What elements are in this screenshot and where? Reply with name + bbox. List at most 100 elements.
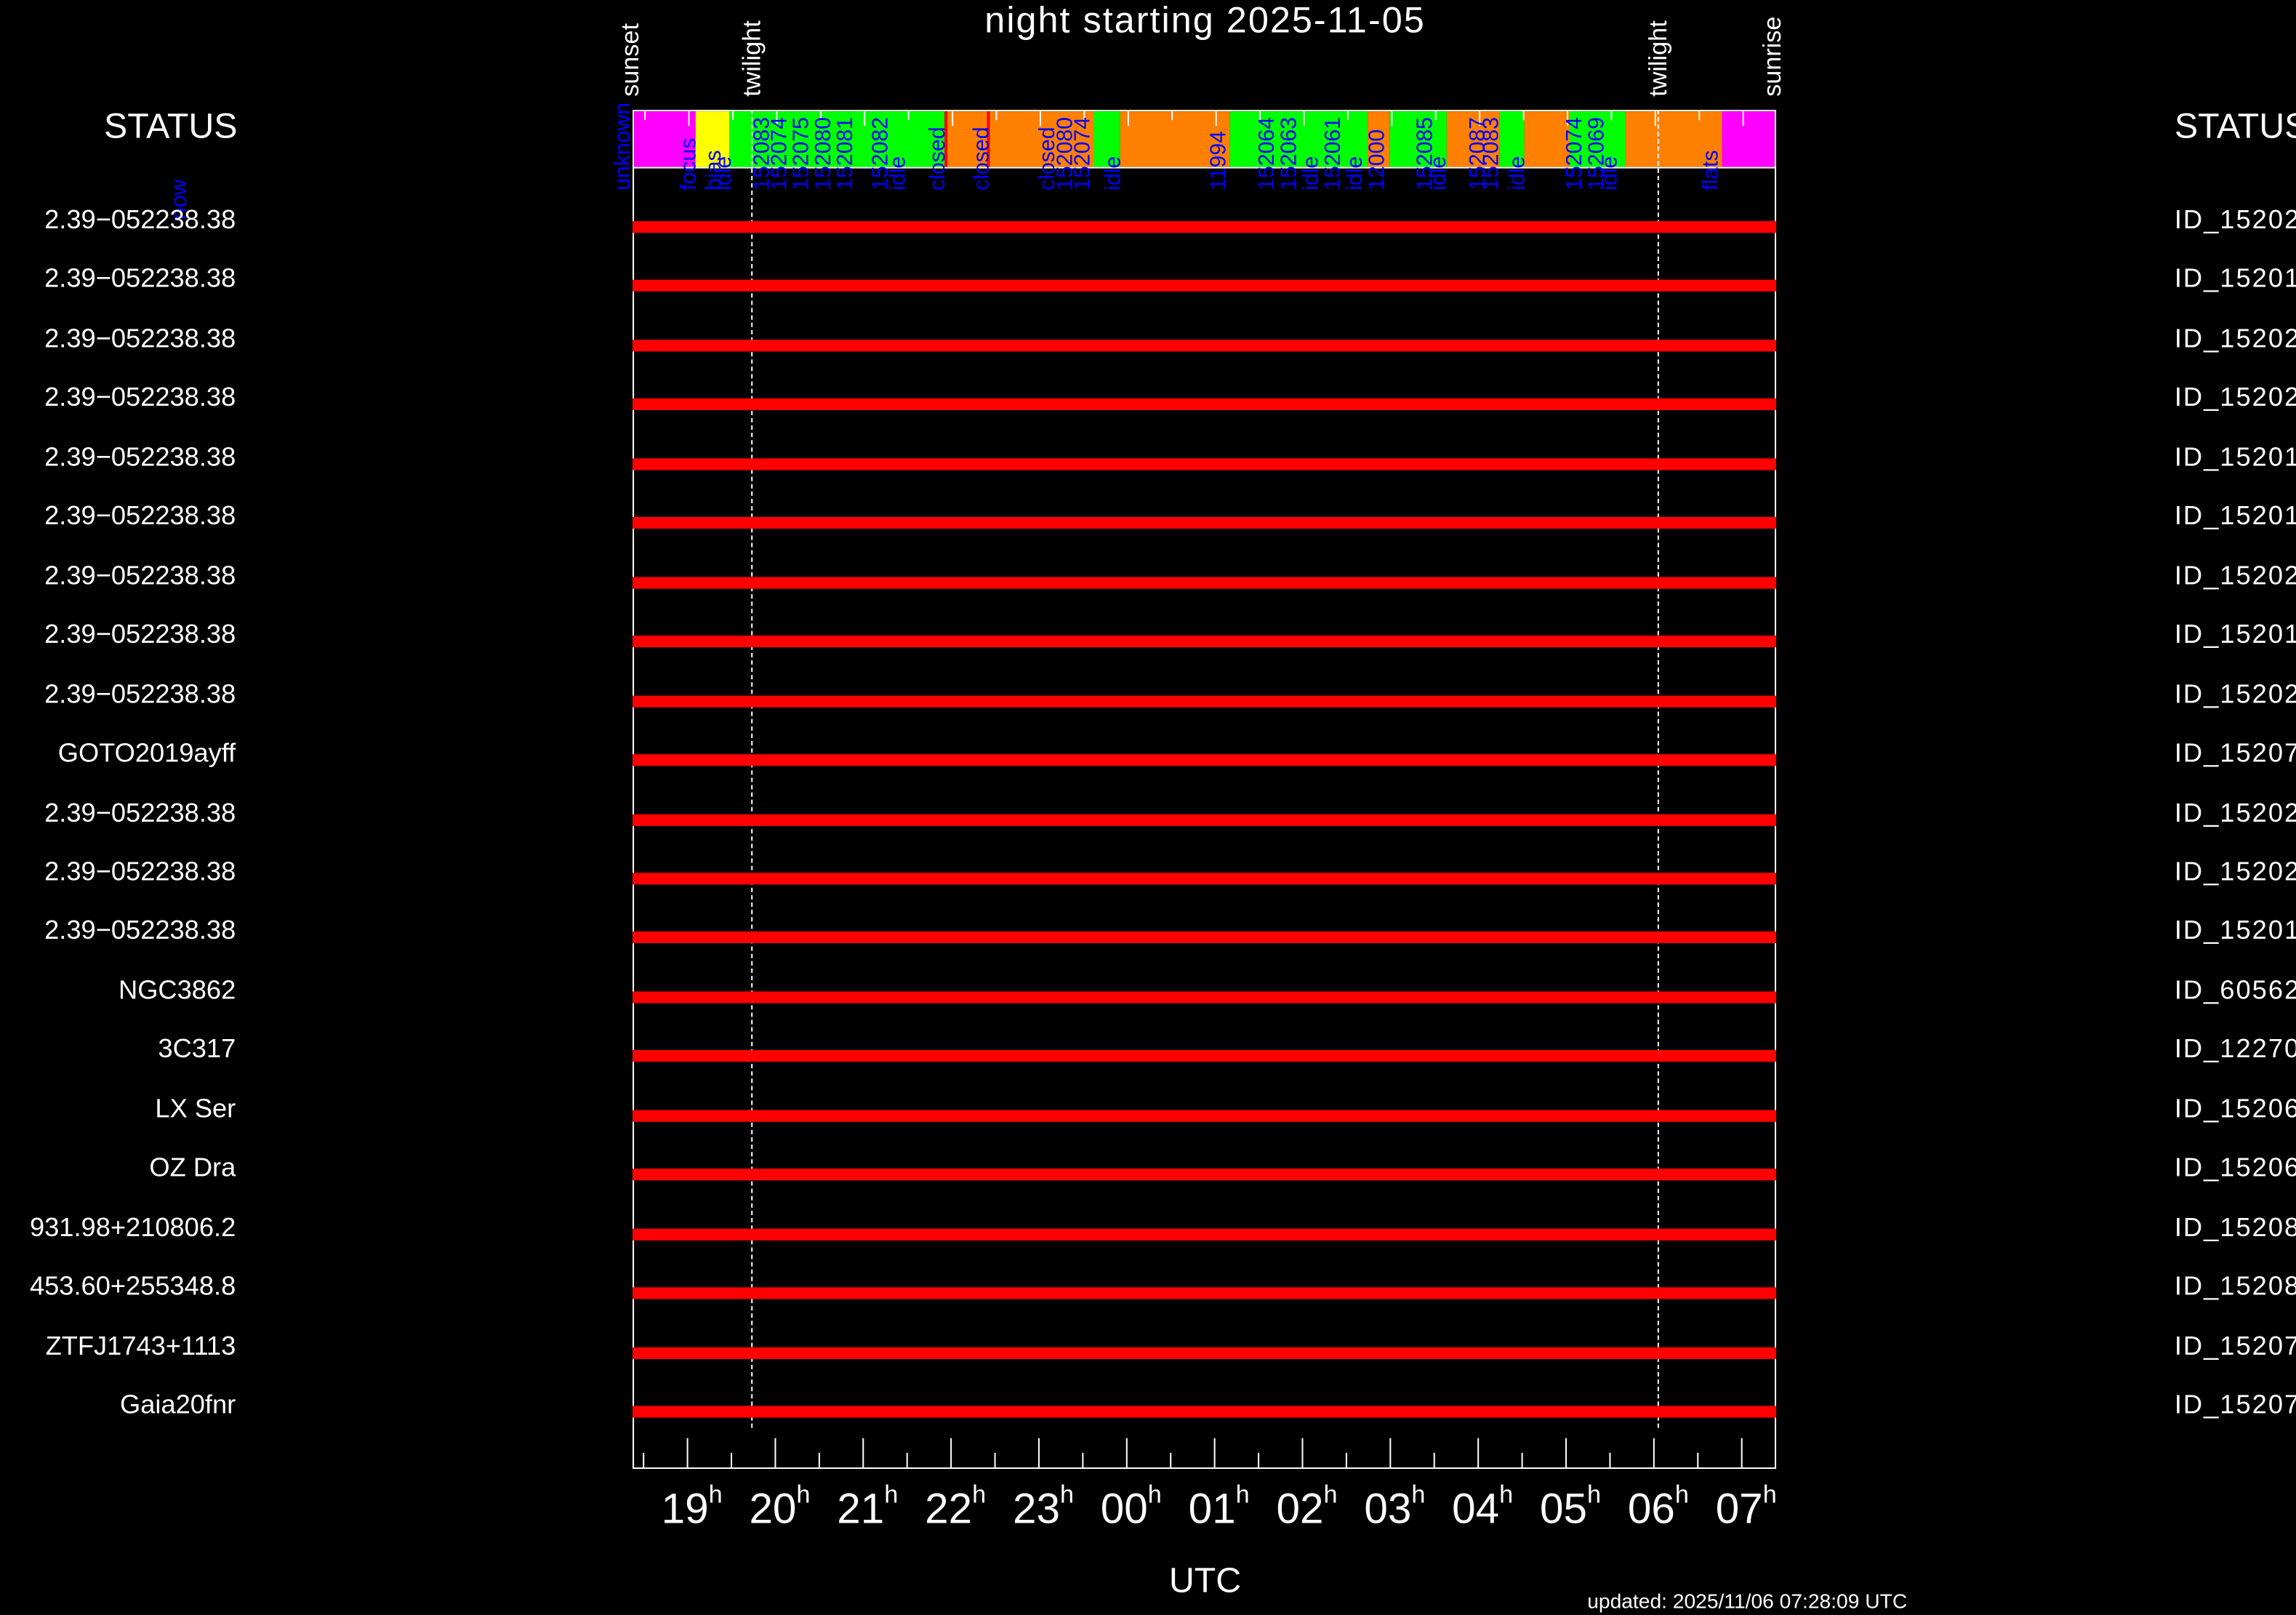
status-label: 12000: [1364, 129, 1389, 191]
hour-suffix: h: [884, 1480, 899, 1509]
status-label: 152075: [788, 116, 814, 191]
x-axis-tick: [1608, 1452, 1611, 1468]
row-target-name: OZ Dra: [149, 1153, 236, 1182]
hour-value: 00: [1100, 1486, 1148, 1534]
schedule-bar: [632, 1406, 1777, 1418]
status-bar-tick: [863, 111, 865, 127]
status-label: closed: [968, 127, 994, 191]
status-bar-tick: [1566, 111, 1568, 127]
x-axis-tick: [1696, 1452, 1698, 1468]
status-bar-tick: [1610, 111, 1613, 121]
x-axis-tick: [1213, 1438, 1216, 1468]
hour-suffix: h: [1499, 1480, 1514, 1509]
row-target-name: 2.39−052238.38: [44, 323, 236, 353]
row-target-id: ID_15202: [2174, 560, 2296, 590]
hour-tick-label: 07h: [1715, 1480, 1777, 1534]
schedule-bar: [632, 1050, 1777, 1062]
row-target-id: ID_15207: [2174, 1390, 2296, 1419]
row-target-name: 2.39−052238.38: [44, 560, 236, 590]
row-target-id: ID_15201: [2174, 264, 2296, 294]
row-target-id: ID_15202: [2174, 204, 2296, 235]
status-label: 152080: [810, 116, 836, 191]
row-target-name: 931.98+210806.2: [29, 1211, 236, 1242]
status-label: 152083: [1478, 116, 1504, 191]
x-axis-tick: [1125, 1438, 1128, 1468]
status-segment: [989, 111, 1094, 167]
status-label: idle: [1597, 156, 1622, 191]
x-axis-tick: [905, 1452, 908, 1468]
schedule-bar: [632, 398, 1777, 411]
schedule-bar: [632, 931, 1777, 944]
hour-tick-label: 21h: [837, 1480, 898, 1534]
x-axis-tick: [1652, 1438, 1655, 1468]
schedule-bar: [632, 813, 1777, 825]
status-label: 152074: [1561, 116, 1587, 191]
hour-value: 07: [1715, 1486, 1763, 1534]
row-target-id: ID_15202: [2174, 857, 2296, 886]
event-label: twilight: [738, 20, 766, 97]
x-axis-tick: [1740, 1438, 1743, 1468]
schedule-bar: [632, 873, 1777, 885]
row-target-id: ID_15202: [2174, 678, 2296, 708]
hour-value: 01: [1188, 1486, 1236, 1534]
hour-value: 21: [837, 1486, 885, 1534]
hour-tick-label: 19h: [661, 1480, 723, 1534]
row-target-name: 2.39−052238.38: [44, 204, 236, 235]
schedule-bar: [632, 221, 1777, 233]
row-target-id: ID_15202: [2174, 323, 2296, 353]
status-label: flats: [1698, 150, 1723, 191]
hour-value: 05: [1540, 1486, 1588, 1534]
row-target-name: 2.39−052238.38: [44, 797, 236, 827]
hour-value: 04: [1452, 1486, 1500, 1534]
row-target-id: ID_15206: [2174, 1093, 2296, 1123]
status-segment: [987, 111, 990, 167]
x-axis-tick: [1477, 1438, 1479, 1468]
status-label: 152063: [1276, 116, 1301, 191]
row-target-id: ID_12270: [2174, 1034, 2296, 1064]
hour-tick-label: 03h: [1364, 1480, 1425, 1534]
hour-tick-label: 02h: [1276, 1480, 1337, 1534]
status-header-right: STATUS: [2174, 107, 2296, 147]
x-axis-tick: [1344, 1452, 1347, 1468]
row-target-id: ID_15207: [2174, 738, 2296, 768]
schedule-bar: [632, 457, 1777, 470]
status-segment: [944, 111, 947, 167]
status-bar-tick: [1259, 111, 1261, 121]
status-bar-tick: [1741, 111, 1744, 127]
schedule-bar: [632, 576, 1777, 589]
row-target-name: GOTO2019ayff: [57, 738, 236, 768]
row-target-name: Gaia20fnr: [120, 1390, 236, 1419]
schedule-bar: [632, 1228, 1777, 1241]
row-target-id: ID_15202: [2174, 382, 2296, 412]
hour-tick-label: 23h: [1013, 1480, 1074, 1534]
row-target-id: ID_15201: [2174, 620, 2296, 649]
row-target-name: 2.39−052238.38: [44, 441, 236, 472]
row-target-id: ID_60562: [2174, 975, 2296, 1005]
status-bar-tick: [775, 111, 778, 127]
status-segment: [695, 111, 729, 167]
hour-value: 06: [1627, 1486, 1675, 1534]
hour-value: 19: [661, 1486, 709, 1534]
status-label: unknown: [610, 102, 635, 191]
status-segment: [1093, 111, 1120, 167]
hour-value: 02: [1276, 1486, 1324, 1534]
x-axis-tick: [1301, 1438, 1304, 1468]
x-axis-tick: [1081, 1452, 1083, 1468]
hour-tick-label: 22h: [925, 1480, 986, 1534]
row-target-name: 3C317: [158, 1034, 236, 1064]
status-bar: [633, 110, 1777, 169]
x-axis-tick: [642, 1452, 644, 1468]
x-axis-tick: [774, 1438, 776, 1468]
row-target-name: 2.39−052238.38: [44, 915, 236, 945]
x-axis-tick: [729, 1452, 732, 1468]
status-label: idle: [1425, 156, 1450, 191]
hour-tick-label: 05h: [1540, 1480, 1601, 1534]
hour-suffix: h: [1059, 1480, 1075, 1509]
status-label: 152061: [1320, 116, 1345, 191]
row-target-name: LX Ser: [155, 1093, 236, 1123]
row-target-name: 2.39−052238.38: [44, 501, 236, 531]
status-bar-tick: [1434, 111, 1437, 121]
status-segment: [1446, 111, 1500, 167]
row-target-id: ID_15201: [2174, 441, 2296, 472]
